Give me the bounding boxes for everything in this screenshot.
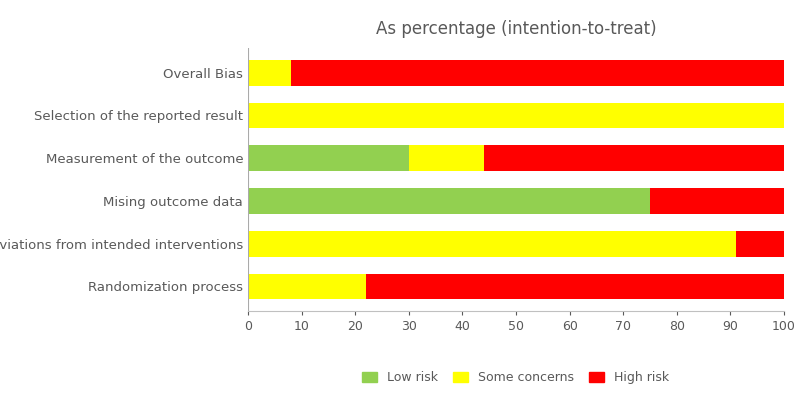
Bar: [650, 188, 784, 214]
Bar: [248, 145, 409, 171]
Title: As percentage (intention-to-treat): As percentage (intention-to-treat): [376, 20, 656, 38]
Bar: [366, 274, 784, 299]
Bar: [248, 231, 736, 257]
Bar: [409, 145, 484, 171]
Bar: [248, 60, 291, 85]
Bar: [484, 145, 784, 171]
Bar: [248, 274, 366, 299]
Bar: [291, 60, 784, 85]
Bar: [248, 188, 650, 214]
Legend: Low risk, Some concerns, High risk: Low risk, Some concerns, High risk: [358, 366, 674, 389]
Bar: [248, 103, 784, 128]
Bar: [736, 231, 784, 257]
